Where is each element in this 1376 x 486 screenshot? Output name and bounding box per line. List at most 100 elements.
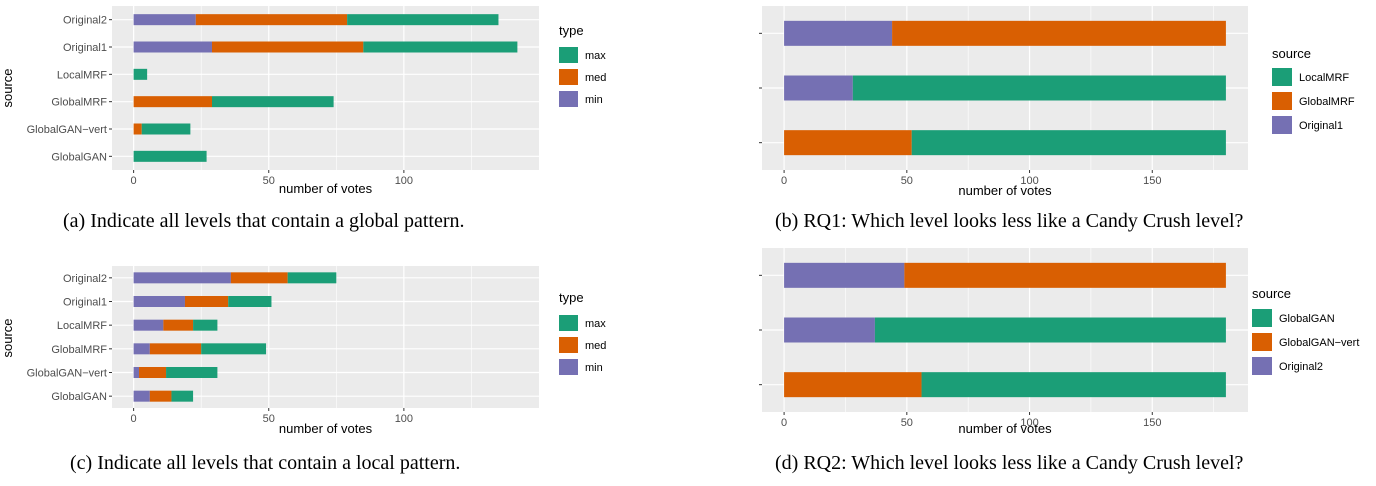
legend-label: max: [585, 50, 606, 62]
legend-title: type: [559, 23, 584, 38]
x-tick-label: 100: [1020, 175, 1038, 187]
x-axis-label: number of votes: [279, 181, 373, 196]
bar-max-4: [228, 296, 272, 307]
bar-max-4: [363, 41, 518, 53]
bar-max-0: [171, 390, 194, 402]
bar-min-5: [133, 14, 196, 26]
x-tick-label: 100: [395, 413, 413, 425]
legend-label: med: [585, 72, 606, 84]
bar-max-1: [141, 123, 191, 135]
bar-GlobalGAN-1: [874, 317, 1226, 343]
bar-med-5: [195, 14, 348, 26]
bar-Original1-2: [784, 20, 893, 46]
legend-label: med: [585, 340, 606, 352]
bar-GlobalMRF-0: [784, 130, 912, 156]
y-tick-label: GlobalGAN−vert: [27, 124, 107, 136]
legend-title: type: [559, 290, 584, 305]
legend-label: GlobalGAN−vert: [1279, 337, 1359, 349]
y-axis-label: source: [0, 318, 15, 357]
bar-min-2: [133, 343, 150, 355]
bar-Original2-1: [784, 317, 875, 343]
x-tick-label: 100: [395, 175, 413, 187]
legend-swatch: [559, 91, 578, 107]
legend-swatch: [1272, 116, 1292, 134]
x-axis-label: number of votes: [958, 183, 1052, 198]
x-axis-label: number of votes: [279, 421, 373, 436]
bar-max-3: [193, 319, 218, 331]
y-tick-label: GlobalMRF: [51, 344, 107, 356]
y-tick-label: GlobalGAN: [51, 391, 107, 403]
y-tick-label: LocalMRF: [57, 320, 107, 332]
x-tick-label: 100: [1020, 417, 1038, 429]
bar-med-1: [133, 123, 142, 135]
y-tick-label: GlobalGAN−vert: [27, 368, 107, 380]
bar-GlobalGANvert-0: [784, 372, 922, 398]
legend-label: max: [585, 318, 606, 330]
x-tick-label: 50: [263, 413, 275, 425]
caption-b: (b) RQ1: Which level looks less like a C…: [775, 210, 1244, 232]
bar-GlobalMRF-2: [892, 20, 1226, 46]
bar-max-5: [287, 272, 337, 284]
bar-max-2: [201, 343, 267, 355]
legend-label: min: [585, 362, 603, 374]
bar-Original1-1: [784, 75, 853, 101]
legend-swatch: [1272, 68, 1292, 86]
legend-label: Original1: [1299, 120, 1343, 132]
plot-panel-a: [112, 6, 539, 170]
legend-swatch: [559, 337, 578, 353]
caption-a: (a) Indicate all levels that contain a g…: [63, 210, 465, 232]
legend-label: min: [585, 94, 603, 106]
y-axis-label: source: [0, 68, 15, 107]
bar-med-0: [149, 390, 172, 402]
legend-swatch: [559, 359, 578, 375]
x-tick-label: 0: [131, 175, 137, 187]
y-tick-label: GlobalGAN: [51, 151, 107, 163]
plot-panel-c: [112, 266, 539, 408]
legend-swatch: [1272, 92, 1292, 110]
bar-med-2: [133, 96, 212, 108]
bar-med-5: [230, 272, 288, 284]
bar-max-5: [347, 14, 499, 26]
legend-swatch: [559, 315, 578, 331]
bar-GlobalGANvert-2: [904, 262, 1226, 288]
bar-med-2: [149, 343, 202, 355]
y-tick-label: LocalMRF: [57, 69, 107, 81]
legend-swatch: [559, 69, 578, 85]
legend-swatch: [1252, 309, 1272, 327]
legend-swatch: [1252, 357, 1272, 375]
x-tick-label: 150: [1143, 175, 1161, 187]
bar-max-1: [166, 367, 218, 378]
x-tick-label: 0: [131, 413, 137, 425]
bar-med-3: [163, 319, 194, 331]
x-tick-label: 0: [781, 417, 787, 429]
y-tick-label: Original1: [63, 42, 107, 54]
legend-label: GlobalGAN: [1279, 313, 1335, 325]
x-axis-label: number of votes: [958, 421, 1052, 436]
bar-max-2: [211, 96, 334, 108]
legend-title: source: [1272, 46, 1311, 61]
bar-min-3: [133, 319, 164, 331]
bar-med-4: [211, 41, 364, 53]
bar-min-4: [133, 296, 185, 307]
bar-LocalMRF-1: [852, 75, 1226, 101]
x-tick-label: 50: [901, 417, 913, 429]
y-tick-label: GlobalMRF: [51, 97, 107, 109]
legend-label: GlobalMRF: [1299, 96, 1355, 108]
legend-title: source: [1252, 286, 1291, 301]
legend-label: LocalMRF: [1299, 72, 1349, 84]
caption-c: (c) Indicate all levels that contain a l…: [70, 452, 461, 474]
bar-med-1: [139, 367, 167, 378]
caption-d: (d) RQ2: Which level looks less like a C…: [775, 452, 1244, 474]
bar-med-4: [184, 296, 229, 307]
x-tick-label: 50: [263, 175, 275, 187]
legend-swatch: [559, 47, 578, 63]
bar-GlobalGAN-0: [921, 372, 1226, 398]
bar-min-0: [133, 390, 150, 402]
legend-label: Original2: [1279, 361, 1323, 373]
bar-max-0: [133, 150, 207, 162]
y-tick-label: Original1: [63, 297, 107, 309]
bar-min-4: [133, 41, 212, 53]
bar-LocalMRF-0: [911, 130, 1226, 156]
x-tick-label: 0: [781, 175, 787, 187]
